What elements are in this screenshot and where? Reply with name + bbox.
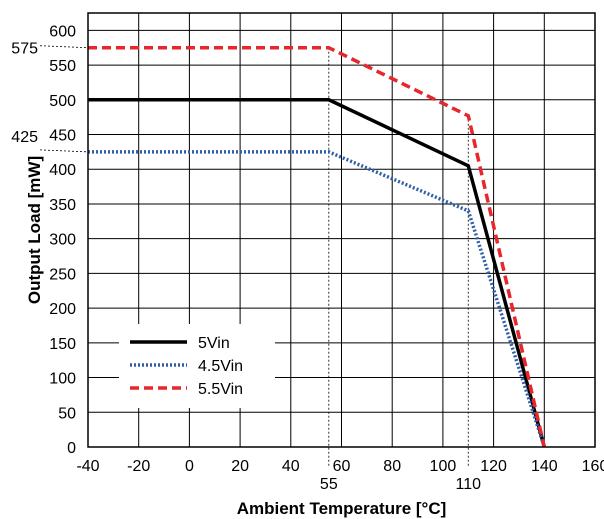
y-tick-label: 350 xyxy=(49,197,76,214)
y-tick-label: 150 xyxy=(49,336,76,353)
y-tick-label: 200 xyxy=(49,301,76,318)
y-tick-label: 600 xyxy=(49,23,76,40)
x-tick-label: 0 xyxy=(185,458,194,475)
plot-frame xyxy=(87,12,596,448)
x-axis-title: Ambient Temperature [°C] xyxy=(237,499,447,518)
legend-label: 5.5Vin xyxy=(198,381,243,398)
legend: 5Vin 4.5Vin 5.5Vin xyxy=(119,324,275,408)
x-tick-label: -40 xyxy=(76,458,99,475)
y-tick-label: 400 xyxy=(49,162,76,179)
x-marker-label: 55 xyxy=(320,476,338,493)
y-tick-label: 250 xyxy=(49,266,76,283)
series-line-5-5vin xyxy=(88,45,547,448)
series-lines xyxy=(88,45,547,448)
series-line-5vin xyxy=(88,98,546,448)
reference-markers xyxy=(39,45,469,467)
x-tick-label: 160 xyxy=(582,458,604,475)
x-tick-label: 80 xyxy=(383,458,401,475)
x-tick-label: 100 xyxy=(430,458,457,475)
y-marker-label: 575 xyxy=(11,41,38,58)
tick-labels: 050100150200250300350400450500550600-40-… xyxy=(11,23,604,493)
x-tick-label: 20 xyxy=(231,458,249,475)
y-marker-leader xyxy=(39,149,89,153)
legend-label: 5Vin xyxy=(198,335,230,352)
y-tick-label: 50 xyxy=(58,405,76,422)
y-tick-label: 100 xyxy=(49,371,76,388)
y-tick-label: 550 xyxy=(49,58,76,75)
y-marker-label: 425 xyxy=(11,129,38,146)
x-tick-label: -20 xyxy=(127,458,150,475)
y-marker-leader xyxy=(39,45,89,49)
x-tick-label: 40 xyxy=(282,458,300,475)
x-tick-label: 120 xyxy=(480,458,507,475)
y-tick-label: 500 xyxy=(49,93,76,110)
y-tick-label: 300 xyxy=(49,232,76,249)
legend-box xyxy=(119,324,275,408)
legend-label: 4.5Vin xyxy=(198,358,243,375)
y-axis-title: Output Load [mW] xyxy=(25,156,44,304)
x-marker-label: 110 xyxy=(455,476,481,493)
x-tick-label: 140 xyxy=(531,458,558,475)
y-tick-label: 450 xyxy=(49,128,76,145)
series-line-4-5vin xyxy=(88,150,546,448)
x-tick-label: 60 xyxy=(333,458,351,475)
y-tick-label: 0 xyxy=(67,440,76,457)
